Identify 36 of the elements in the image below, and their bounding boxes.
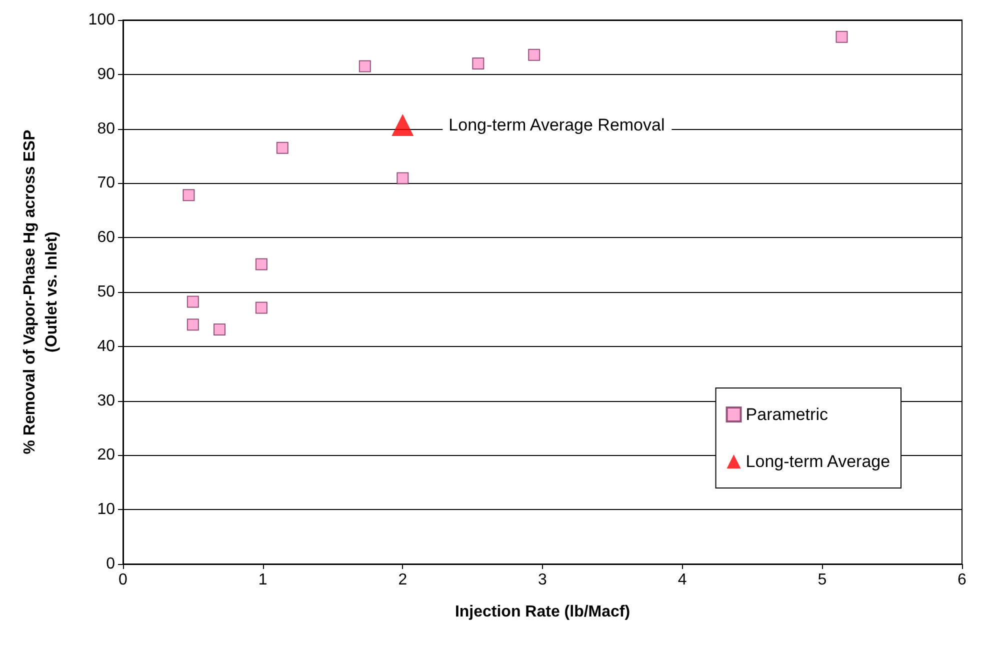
point xyxy=(392,114,414,136)
y-tick-label: 30 xyxy=(97,392,116,410)
x-axis-title: Injection Rate (lb/Macf) xyxy=(454,604,630,620)
point xyxy=(186,318,199,331)
legend-label: Long-term Average xyxy=(746,452,890,471)
point xyxy=(182,189,195,202)
x-tick-label: 2 xyxy=(398,572,408,588)
y-tick-label: 50 xyxy=(97,284,116,300)
y-tick-label: 60 xyxy=(97,229,116,246)
point xyxy=(186,296,199,308)
y-axis-title: % Removal of Vapor-Phase Hg across ESP (Outlet vs. Inlet) xyxy=(22,129,60,454)
y-tick-label: 70 xyxy=(97,174,116,192)
point xyxy=(396,172,409,184)
point xyxy=(276,142,288,154)
legend-label: Parametric xyxy=(746,405,828,424)
point xyxy=(213,324,226,336)
y-tick-label: 40 xyxy=(97,338,116,355)
annotation: Long-term Average Removal xyxy=(448,115,665,134)
point xyxy=(358,60,371,72)
y-tick-label: 90 xyxy=(97,66,116,83)
x-tick-label: 6 xyxy=(958,572,967,588)
y-tick-label: 80 xyxy=(97,120,116,138)
x-tick-label: 0 xyxy=(118,572,128,588)
y-tick-label: 0 xyxy=(106,556,116,572)
point xyxy=(528,48,540,61)
y-tick-label: 10 xyxy=(97,501,116,518)
y-tick-label: 100 xyxy=(88,12,116,28)
point xyxy=(836,30,848,43)
point xyxy=(472,58,484,70)
x-tick-label: 3 xyxy=(538,572,548,588)
x-tick-label: 1 xyxy=(258,572,268,588)
x-tick-label: 4 xyxy=(678,572,687,588)
point xyxy=(255,302,268,314)
point xyxy=(255,258,268,270)
y-tick-label: 20 xyxy=(97,446,116,464)
x-tick-label: 5 xyxy=(818,572,827,588)
